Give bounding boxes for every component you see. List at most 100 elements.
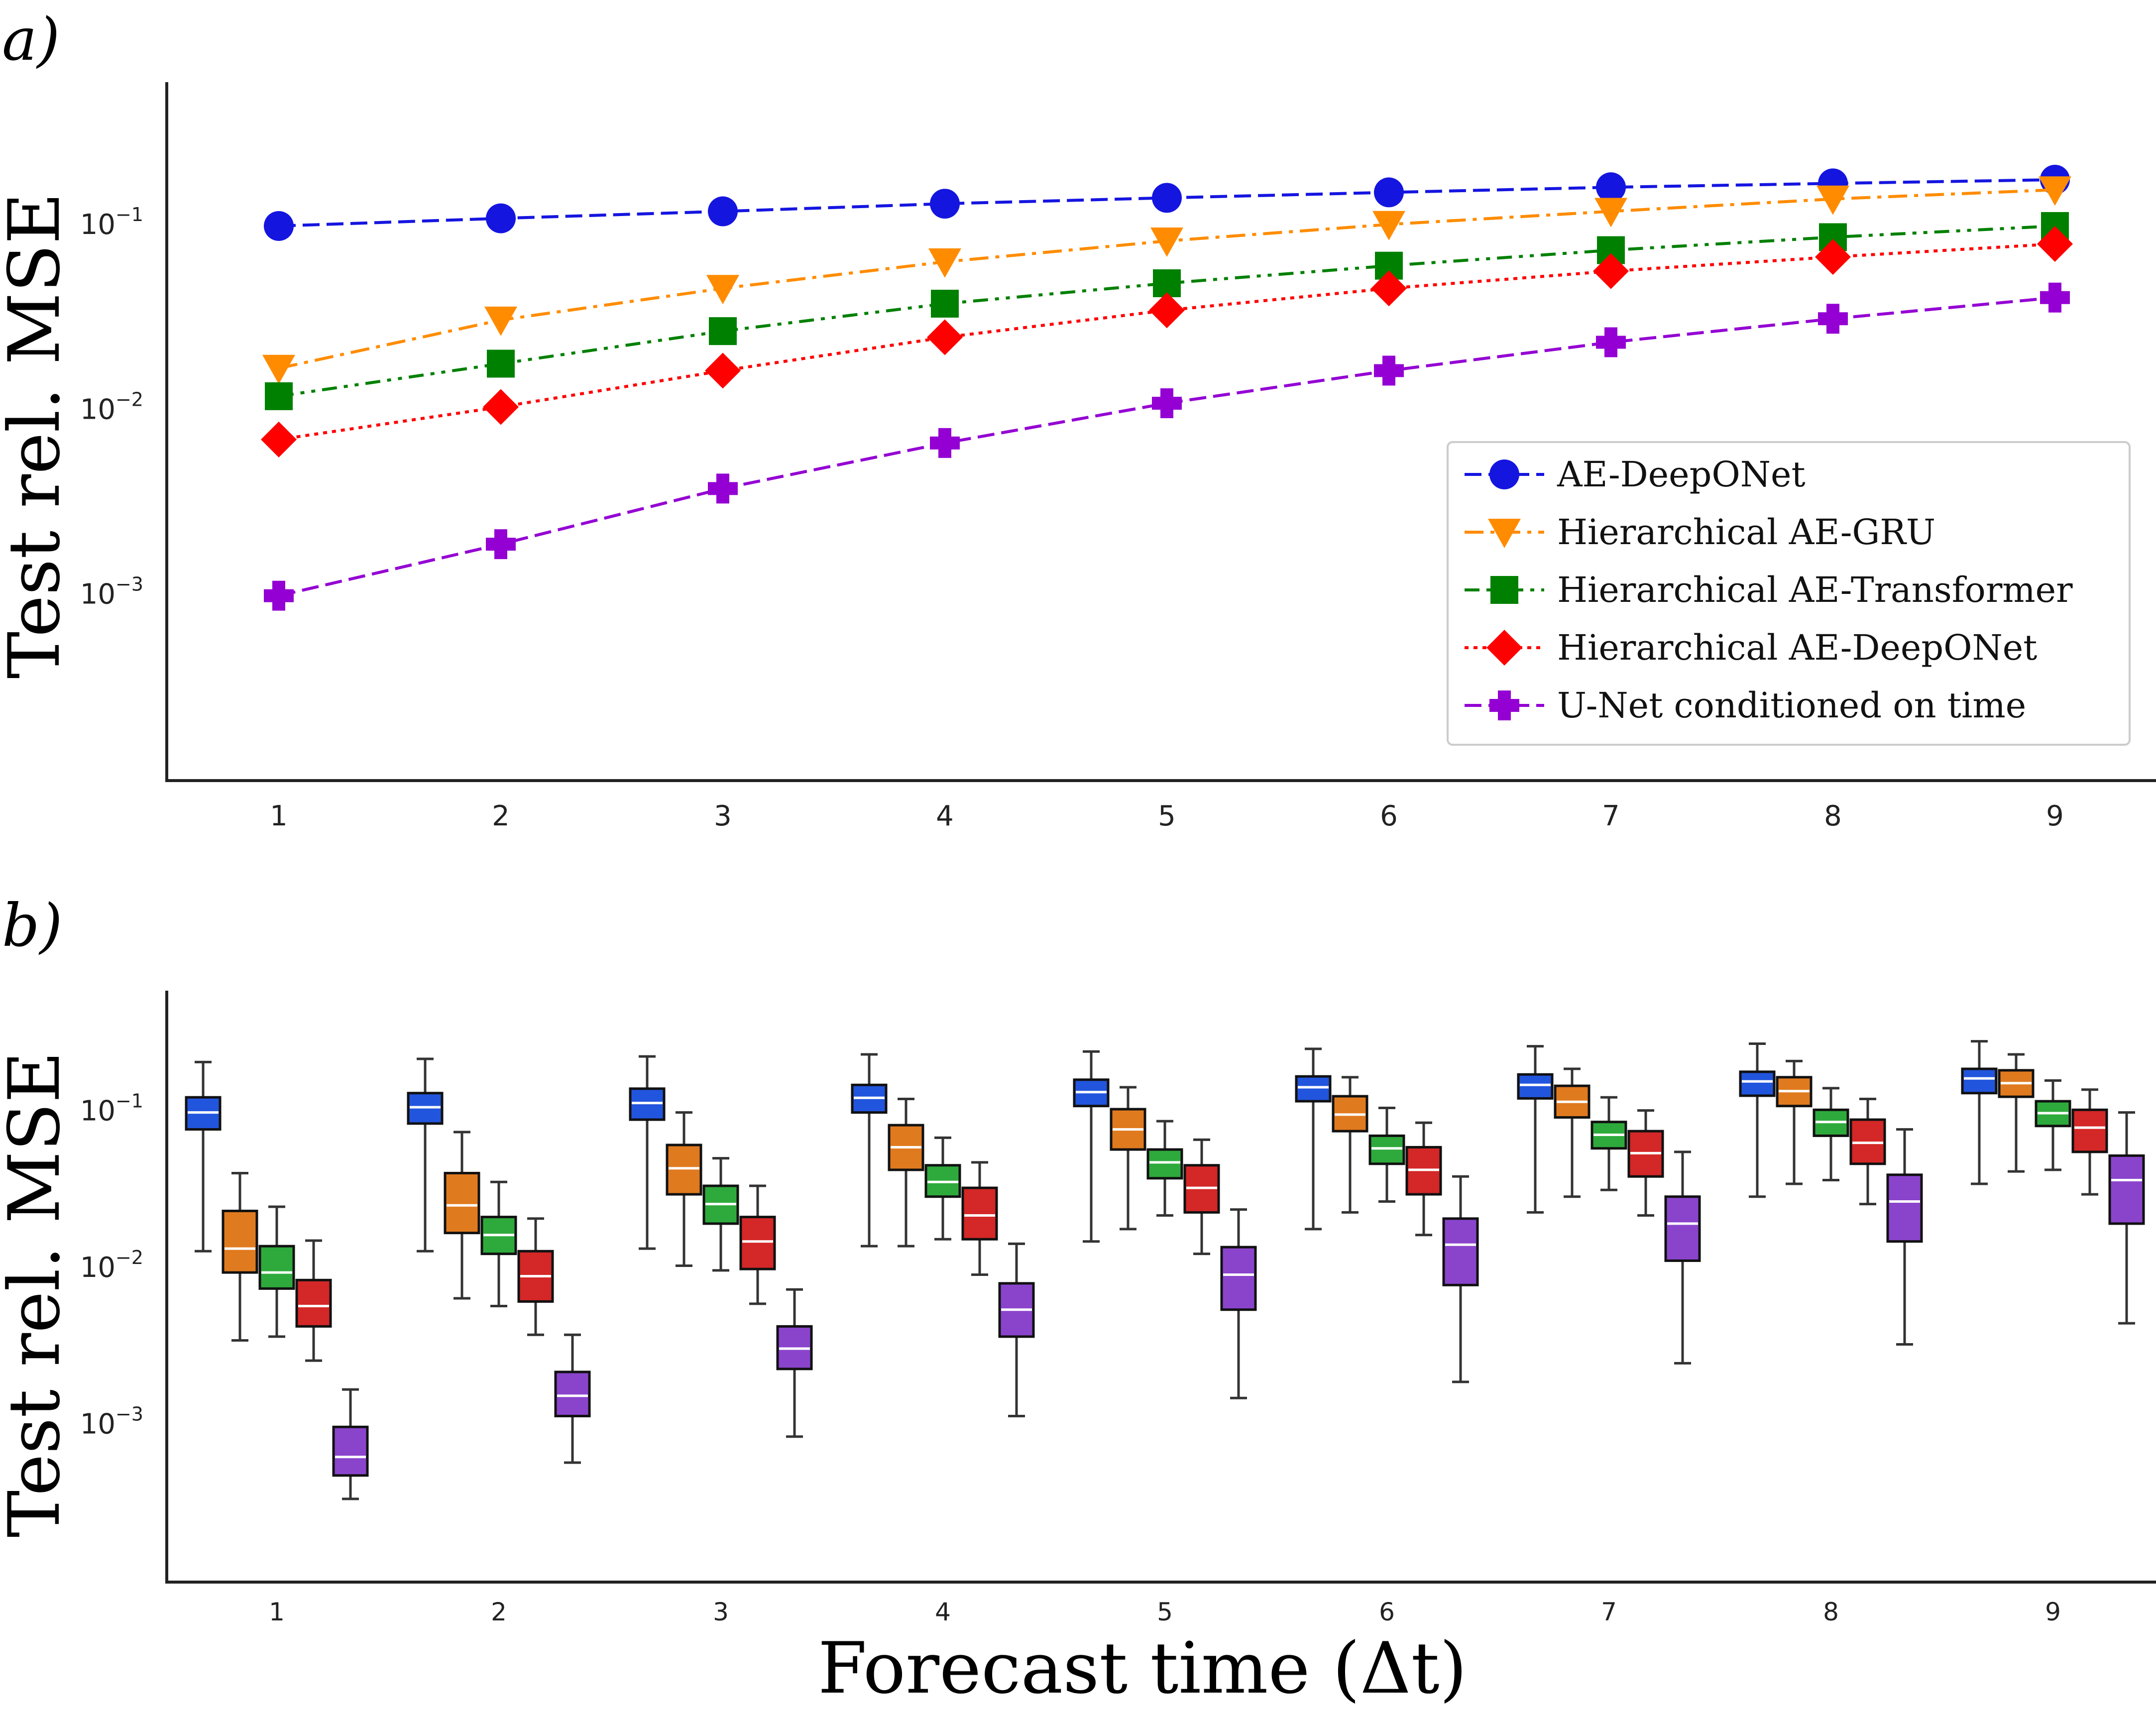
box-body: [554, 1371, 591, 1417]
box-hierarchical-ae-gru: [444, 1131, 480, 1300]
panel-b-x-tick-label: 3: [713, 1598, 729, 1626]
panel-b-y-tick-label: 10−2: [80, 1247, 143, 1284]
box-body: [1146, 1148, 1183, 1180]
box-hierarchical-ae-gru: [1332, 1076, 1368, 1214]
box-body: [1664, 1195, 1701, 1262]
box-body: [332, 1425, 369, 1477]
legend-marker: [1490, 576, 1518, 604]
panel-b-ylabel: Test rel. MSE: [0, 1051, 76, 1538]
box-body: [1368, 1134, 1405, 1165]
box-u-net-conditioned-on-time: [776, 1288, 813, 1438]
box-u-net-conditioned-on-time: [2108, 1111, 2145, 1325]
panel-b-x-tick-label: 9: [2045, 1598, 2061, 1626]
panel-a-y-ticks: 10−310−210−1: [80, 204, 143, 611]
data-point-hierarchical-ae-gru: [706, 275, 739, 305]
box-hierarchical-ae-deeponet: [961, 1161, 998, 1276]
panel-b-y-tick-base: 10: [80, 1252, 115, 1284]
box-body: [1739, 1070, 1776, 1097]
panel-a-y-tick-exp: −3: [115, 573, 143, 595]
panel-a-y-tick-exp: −2: [115, 388, 143, 410]
box-u-net-conditioned-on-time: [554, 1333, 591, 1464]
box-hierarchical-ae-gru: [222, 1171, 258, 1342]
panel-b-y-tick-exp: −3: [115, 1403, 143, 1425]
panel-b-x-tick-label: 8: [1823, 1598, 1839, 1626]
box-series-ae-deeponet: [185, 1040, 1998, 1253]
box-body: [295, 1278, 332, 1328]
box-hierarchical-ae-deeponet: [739, 1184, 776, 1305]
box-ae-deeponet: [1073, 1050, 1110, 1243]
box-series-hierarchical-ae-gru: [222, 1053, 2035, 1342]
data-point-hierarchical-ae-transformer: [931, 290, 959, 318]
legend-entry-ae-deeponet: AE-DeepONet: [1465, 454, 1806, 495]
panel-a-x-tick-label: 8: [1824, 800, 1842, 832]
legend-frame: [1447, 441, 2131, 746]
box-body: [1442, 1217, 1479, 1286]
box-body: [739, 1216, 776, 1270]
box-ae-deeponet: [629, 1055, 666, 1250]
data-point-hierarchical-ae-deeponet: [1815, 239, 1851, 275]
data-point-hierarchical-ae-transformer: [487, 349, 515, 378]
data-point-hierarchical-ae-deeponet: [1149, 292, 1185, 329]
data-point-u-net-conditioned-on-time: [1818, 304, 1848, 334]
box-hierarchical-ae-transformer: [258, 1205, 295, 1338]
data-point-hierarchical-ae-deeponet: [927, 319, 963, 355]
data-point-hierarchical-ae-gru: [928, 248, 961, 278]
box-hierarchical-ae-transformer: [2035, 1079, 2071, 1171]
panel-b-y-tick-label: 10−3: [80, 1403, 143, 1441]
panel-b-x-tick-label: 1: [269, 1598, 285, 1626]
data-point-hierarchical-ae-deeponet: [1593, 253, 1629, 289]
data-point-hierarchical-ae-gru: [262, 354, 295, 384]
box-hierarchical-ae-gru: [888, 1098, 924, 1248]
panel-a-y-tick-base: 10: [80, 578, 115, 611]
legend-label: AE-DeepONet: [1557, 454, 1806, 495]
panel-a-y-tick-exp: −1: [115, 204, 143, 226]
legend-entry-hierarchical-ae-gru: Hierarchical AE-GRU: [1465, 512, 1935, 553]
legend-label: Hierarchical AE-Transformer: [1557, 570, 2073, 610]
panel-b-x-ticks: 1 2 3 4 5 6 7 8 9: [269, 1598, 2061, 1626]
box-body: [1961, 1067, 1998, 1095]
panel-a-x-tick-label: 5: [1158, 800, 1176, 832]
data-point-hierarchical-ae-gru: [1150, 228, 1183, 257]
data-point-u-net-conditioned-on-time: [264, 580, 294, 611]
box-u-net-conditioned-on-time: [1664, 1150, 1701, 1365]
panel-b-y-ticks: 10−3 10−210 −1: [80, 1090, 143, 1441]
panel-a-x-tick-label: 9: [2046, 800, 2064, 832]
box-u-net-conditioned-on-time: [332, 1388, 369, 1500]
box-hierarchical-ae-deeponet: [1627, 1109, 1664, 1217]
data-point-u-net-conditioned-on-time: [1374, 355, 1404, 386]
box-hierarchical-ae-transformer: [702, 1157, 739, 1272]
panel-a-x-ticks: 1 2 3 4 5 6 7 8 9: [270, 800, 2064, 832]
data-point-hierarchical-ae-deeponet: [483, 389, 519, 425]
legend-entry-hierarchical-ae-transformer: Hierarchical AE-Transformer: [1465, 570, 2073, 610]
panel-a-series: [261, 164, 2073, 611]
box-hierarchical-ae-gru: [1554, 1067, 1590, 1198]
panel-a-x-tick-label: 6: [1380, 800, 1398, 832]
data-point-hierarchical-ae-gru: [1594, 198, 1627, 228]
box-ae-deeponet: [185, 1060, 222, 1253]
box-body: [961, 1186, 998, 1241]
panel-b-y-tick-exp: −1: [115, 1090, 143, 1112]
data-point-u-net-conditioned-on-time: [1596, 327, 1626, 357]
legend-entry-hierarchical-ae-deeponet: Hierarchical AE-DeepONet: [1465, 627, 2037, 668]
data-point-hierarchical-ae-deeponet: [2037, 226, 2073, 262]
box-body: [2071, 1108, 2108, 1153]
box-ae-deeponet: [1295, 1047, 1332, 1231]
legend-marker: [1489, 690, 1519, 720]
panel-a-ylabel: Test rel. MSE: [0, 193, 76, 679]
panel-a-tag: a): [2, 5, 60, 74]
panel-b-x-tick-label: 4: [935, 1598, 951, 1626]
box-series-hierarchical-ae-deeponet: [295, 1088, 2108, 1362]
data-point-u-net-conditioned-on-time: [486, 529, 516, 560]
legend-entries: AE-DeepONet Hierarchical AE-GRU Hierarchic…: [1465, 454, 2073, 726]
panel-b-xlabel: Forecast time (Δt): [818, 1627, 1467, 1710]
box-u-net-conditioned-on-time: [998, 1242, 1035, 1417]
box-body: [222, 1209, 258, 1274]
box-hierarchical-ae-transformer: [1146, 1120, 1183, 1217]
box-body: [1517, 1073, 1554, 1100]
legend-label: Hierarchical AE-DeepONet: [1557, 627, 2037, 668]
box-body: [1886, 1173, 1923, 1243]
box-hierarchical-ae-deeponet: [1405, 1121, 1442, 1237]
box-body: [1295, 1075, 1332, 1103]
data-point-hierarchical-ae-transformer: [265, 382, 293, 410]
